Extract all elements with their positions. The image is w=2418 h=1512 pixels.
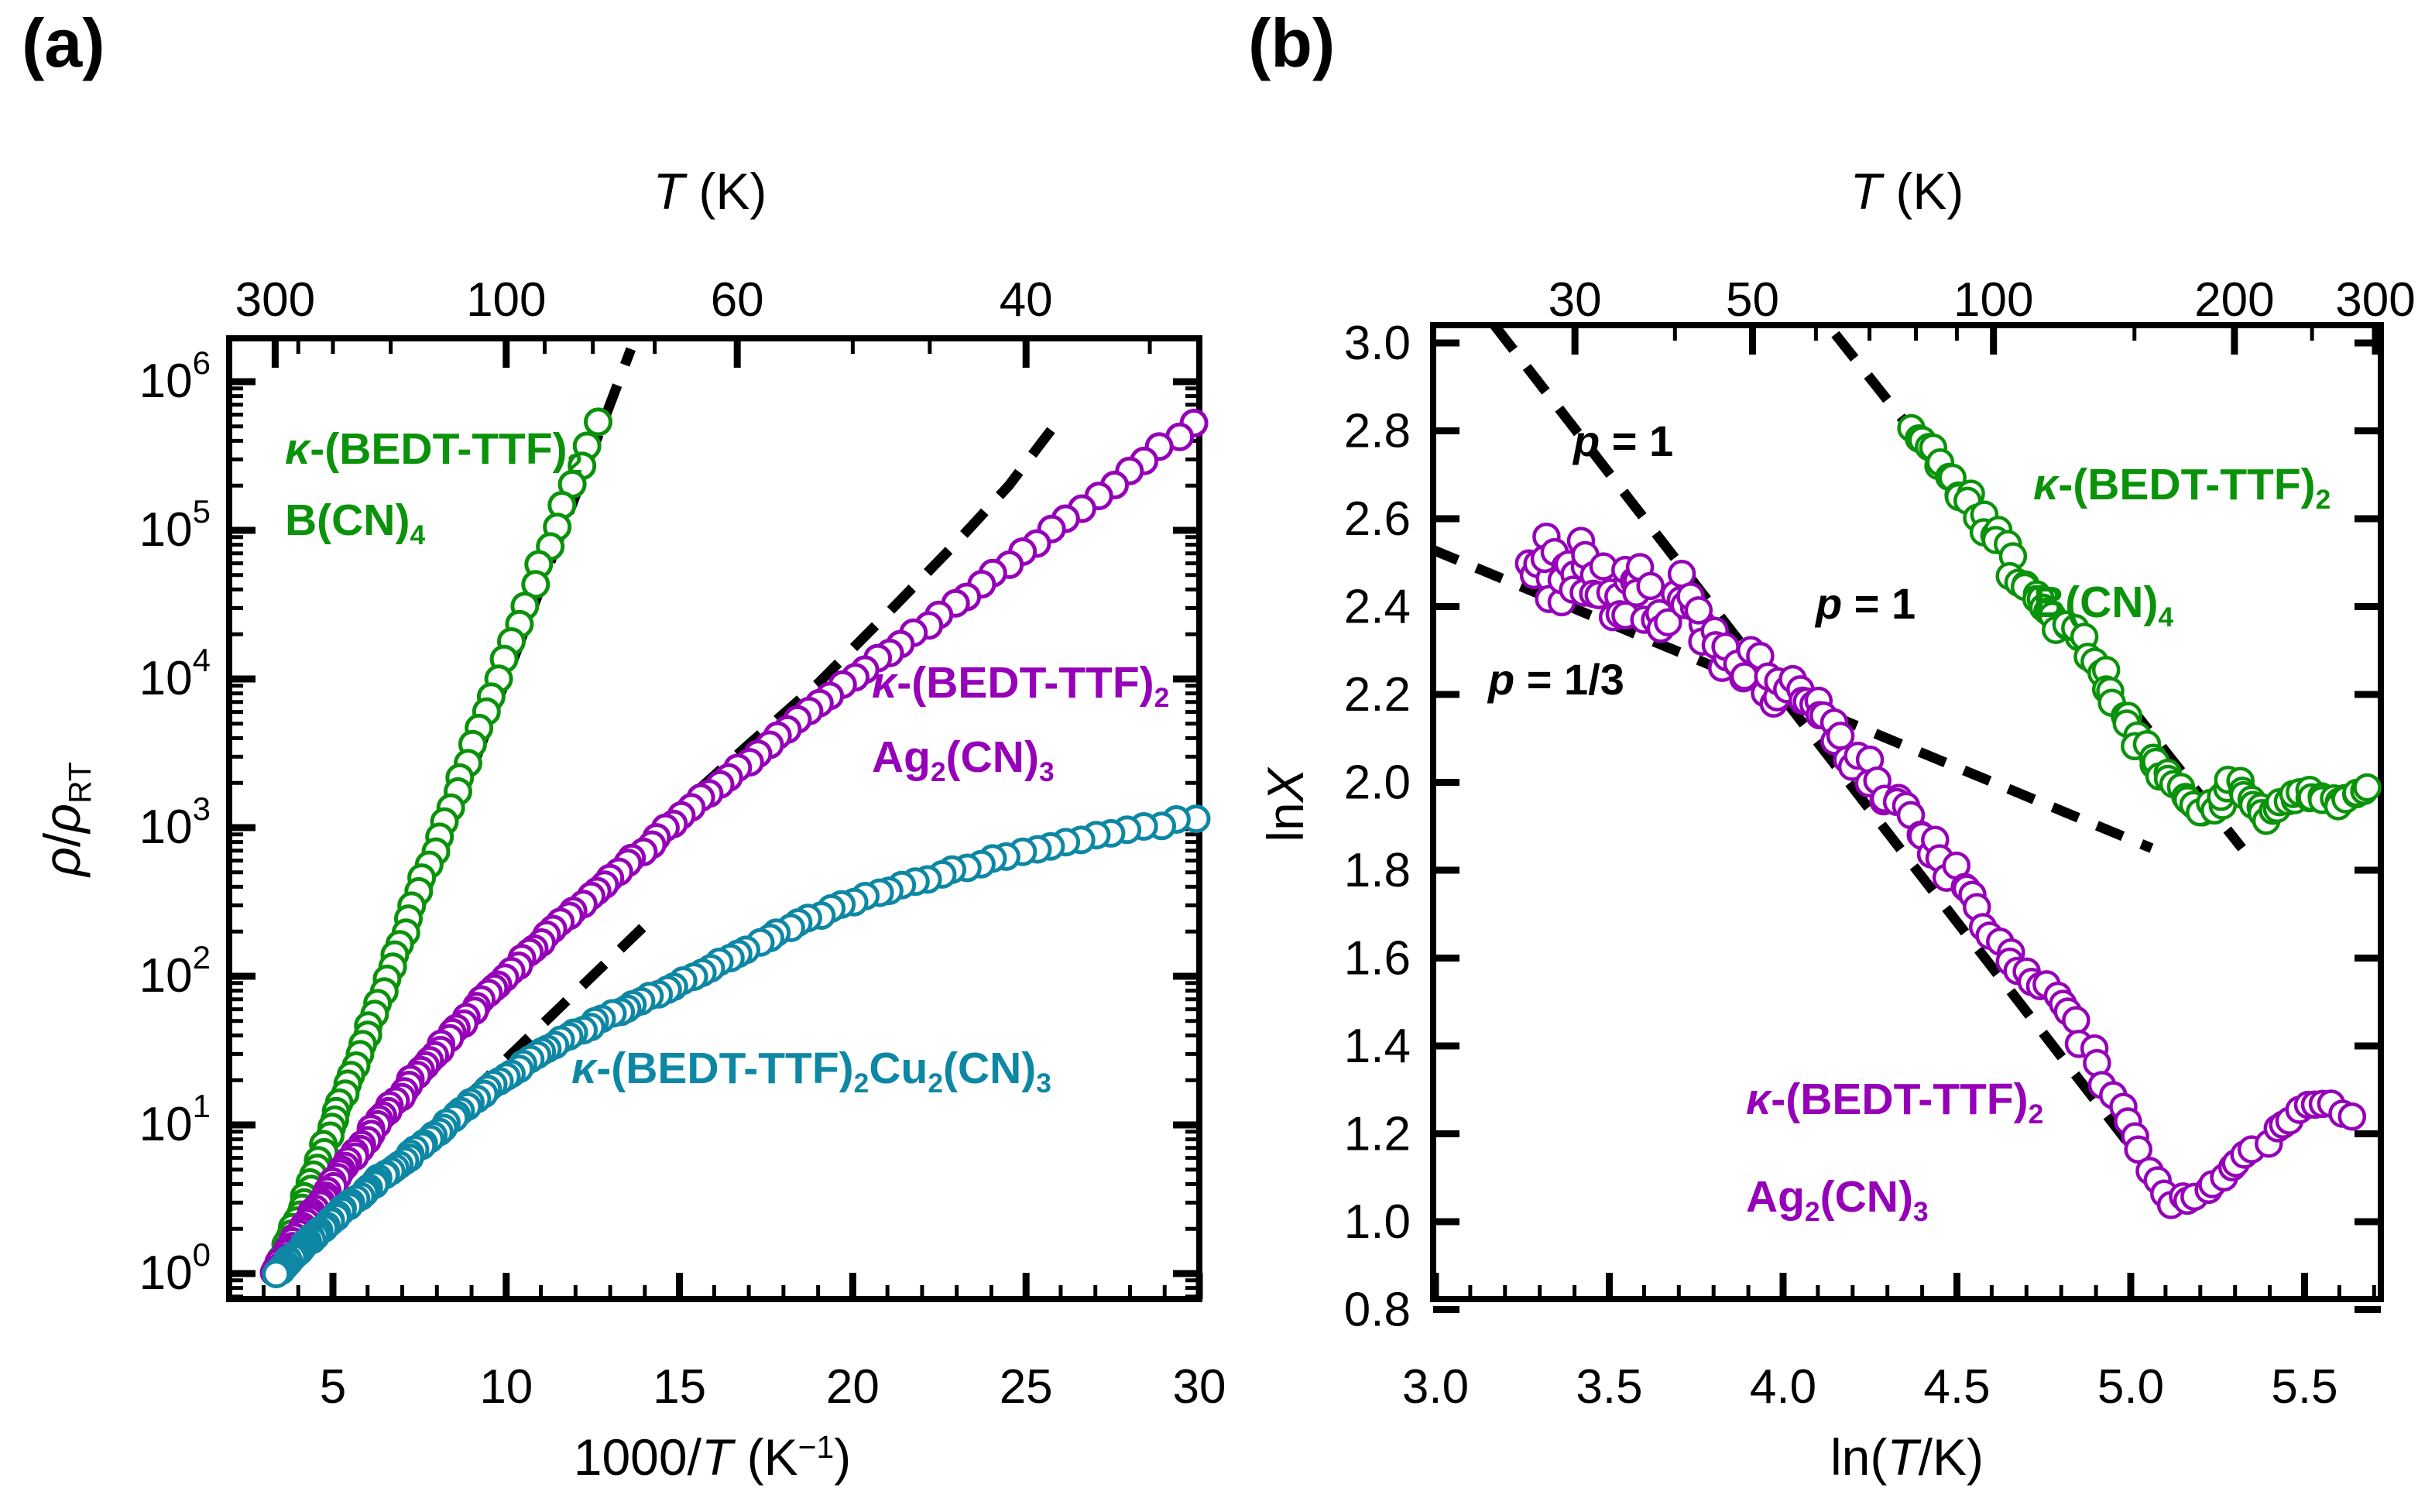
y-tick-label-b: 2.6: [1344, 492, 1411, 546]
top-tick-label-a: 60: [711, 273, 764, 327]
axis-title-left-b: lnX: [1257, 768, 1314, 842]
y-tick-label-b: 0.8: [1344, 1284, 1411, 1337]
top-tick-label-a: 40: [1000, 273, 1053, 327]
y-tick-label-a: 102: [139, 939, 211, 1003]
top-tick-label-b: 30: [1549, 273, 1602, 327]
top-tick-label-a: 300: [235, 273, 315, 327]
y-tick-label-b: 2.2: [1344, 668, 1411, 722]
top-tick-label-b: 50: [1726, 273, 1779, 327]
y-tick-label-a: 100: [139, 1236, 211, 1300]
panel-b-letter: (b): [1248, 5, 1336, 81]
x-tick-label-a: 20: [826, 1360, 880, 1414]
panel-a-letter: (a): [22, 5, 105, 81]
y-tick-label-a: 103: [139, 790, 211, 854]
axis-title-top-a: T (K): [653, 163, 767, 220]
y-tick-label-b: 1.8: [1344, 844, 1411, 897]
axis-title-bottom-a: 1000/T (K−1): [573, 1428, 852, 1486]
y-tick-label-b: 1.6: [1344, 932, 1411, 986]
y-tick-label-a: 105: [139, 493, 211, 557]
y-tick-label-b: 1.4: [1344, 1020, 1411, 1073]
x-tick-label-b: 4.0: [1750, 1360, 1816, 1414]
x-tick-label-b: 5.5: [2271, 1360, 2337, 1414]
series-a-cu2cn3: [262, 804, 1211, 1289]
x-tick-label-a: 25: [1000, 1360, 1053, 1414]
x-tick-label-a: 10: [479, 1360, 533, 1414]
data-series-a: [259, 407, 1211, 1289]
x-tick-label-b: 3.0: [1402, 1360, 1469, 1414]
y-tick-label-b: 2.4: [1344, 581, 1411, 634]
top-tick-label-a: 100: [466, 273, 546, 327]
panel-b: 3.0 3.5 4.0 4.5 5.0 5.5 30 50 100 200 300 3.0 2.8 2.6…: [1344, 273, 2416, 1414]
fit-line-p1-fit-left: [1490, 322, 2166, 1190]
x-tick-label-a: 15: [653, 1360, 706, 1414]
y-tick-label-a: 106: [139, 345, 211, 408]
y-tick-label-b: 2.8: [1344, 405, 1411, 458]
series-b-ag2cn3: [1514, 522, 2367, 1219]
x-tick-label-b: 5.0: [2097, 1360, 2164, 1414]
x-tick-label-a: 5: [320, 1360, 346, 1414]
top-tick-label-b: 200: [2194, 273, 2274, 327]
plot-frame-a: [226, 335, 1202, 1302]
y-tick-label-a: 104: [139, 642, 211, 705]
y-tick-label-b: 1.2: [1344, 1108, 1411, 1161]
y-tick-label-b: 3.0: [1344, 317, 1411, 370]
x-tick-label-b: 3.5: [1576, 1360, 1642, 1414]
axis-title-bottom-b: ln(T/K): [1830, 1428, 1984, 1486]
axis-title-top-b: T (K): [1850, 163, 1964, 220]
y-tick-label-a: 101: [139, 1088, 211, 1151]
fit-line-fit-teal: [276, 923, 647, 1282]
y-tick-label-b: 2.0: [1344, 756, 1411, 810]
top-tick-label-b: 300: [2335, 273, 2415, 327]
plot-frame-b: [1430, 322, 2384, 1302]
data-series-b: [1514, 413, 2382, 1219]
top-tick-label-b: 100: [1953, 273, 2033, 327]
series-b-bcn4: [1897, 413, 2382, 835]
x-tick-label-a: 30: [1173, 1360, 1226, 1414]
axis-title-left-a: ρ/ρRT: [33, 762, 98, 876]
y-tick-label-b: 1.0: [1344, 1195, 1411, 1249]
x-tick-label-b: 4.5: [1923, 1360, 1990, 1414]
